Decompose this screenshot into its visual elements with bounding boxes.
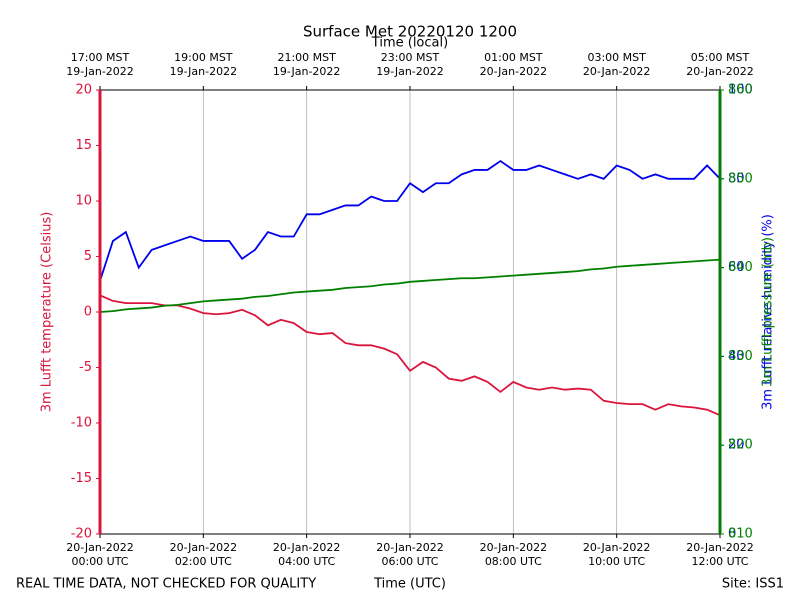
y-axis-label: 3m Lufft temperature (Celsius) (40, 212, 55, 413)
series-line (99, 159, 721, 282)
top-x-tick-label: 17:00 MST 19-Jan-2022 (66, 51, 134, 78)
y3-tick-label: 810 (728, 527, 753, 542)
series-line (99, 294, 721, 417)
x-tick-label: 20-Jan-2022 06:00 UTC (376, 541, 444, 568)
top-x-tick-label: 23:00 MST 19-Jan-2022 (376, 51, 444, 78)
footer-left: REAL TIME DATA, NOT CHECKED FOR QUALITY (16, 577, 316, 592)
y3-tick-label: 860 (728, 83, 753, 98)
y2-axis-label: 3m Lufft relative humidity (%) (761, 214, 776, 410)
top-x-tick-label: 05:00 MST 20-Jan-2022 (686, 51, 754, 78)
y-tick-label: -5 (79, 360, 92, 375)
y2-tick-label: 20 (728, 438, 745, 453)
y-tick-label: -15 (71, 471, 92, 486)
y3-axis-label: 3m Lufft pressure (mb) (761, 237, 776, 387)
top-x-tick-label: 01:00 MST 20-Jan-2022 (479, 51, 548, 78)
y-tick-label: -10 (71, 416, 92, 431)
x-tick-label: 20-Jan-2022 12:00 UTC (686, 541, 754, 568)
x-tick-label: 20-Jan-2022 00:00 UTC (66, 541, 134, 568)
x-tick-label: 20-Jan-2022 08:00 UTC (479, 541, 548, 568)
y3-tick-label: 850 (728, 171, 753, 186)
y-tick-label: 15 (75, 138, 92, 153)
top-x-tick-label: 03:00 MST 20-Jan-2022 (582, 51, 651, 78)
x-tick-label: 20-Jan-2022 10:00 UTC (582, 541, 651, 568)
x-axis-label: Time (UTC) (373, 577, 446, 592)
y2-tick-label: 80 (728, 171, 745, 186)
y3-tick-label: 830 (728, 349, 753, 364)
x-tick-label: 20-Jan-2022 02:00 UTC (169, 541, 238, 568)
y-tick-label: 10 (75, 194, 92, 209)
y-tick-label: -20 (71, 527, 92, 542)
footer-right: Site: ISS1 (722, 577, 784, 592)
y-tick-label: 5 (84, 249, 92, 264)
y2-tick-label: 0 (728, 527, 736, 542)
top-x-tick-label: 19:00 MST 19-Jan-2022 (169, 51, 238, 78)
y3-tick-label: 820 (728, 438, 753, 453)
y2-tick-label: 40 (728, 349, 745, 364)
series-line (99, 258, 721, 313)
x-tick-label: 20-Jan-2022 04:00 UTC (272, 541, 341, 568)
top-x-tick-label: 21:00 MST 19-Jan-2022 (272, 51, 341, 78)
y-tick-label: 20 (75, 83, 92, 98)
y3-tick-label: 840 (728, 260, 753, 275)
top-axis-label: Time (local) (371, 36, 448, 51)
y2-tick-label: 100 (728, 83, 753, 98)
chart-title: Surface Met 20220120 1200 (303, 23, 517, 41)
y2-tick-label: 60 (728, 260, 745, 275)
y-tick-label: 0 (84, 305, 92, 320)
